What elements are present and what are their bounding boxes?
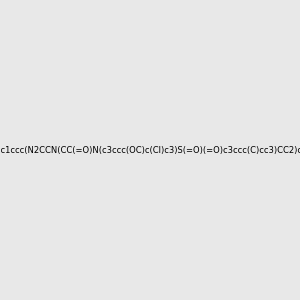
Text: COc1ccc(N2CCN(CC(=O)N(c3ccc(OC)c(Cl)c3)S(=O)(=O)c3ccc(C)cc3)CC2)cc1: COc1ccc(N2CCN(CC(=O)N(c3ccc(OC)c(Cl)c3)S… — [0, 146, 300, 154]
